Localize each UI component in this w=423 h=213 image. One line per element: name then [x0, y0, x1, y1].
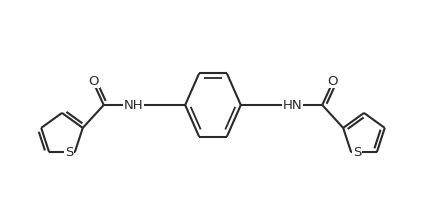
Text: NH: NH [124, 99, 143, 112]
Text: S: S [353, 146, 361, 159]
Text: O: O [88, 75, 99, 88]
Text: S: S [65, 146, 73, 159]
Text: HN: HN [283, 99, 302, 112]
Text: O: O [327, 75, 338, 88]
